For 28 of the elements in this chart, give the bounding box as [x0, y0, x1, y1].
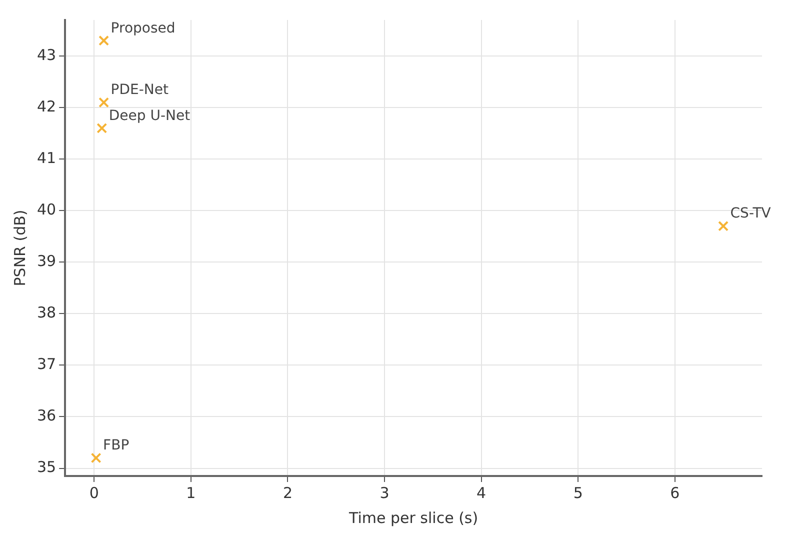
annotation: Deep U-Net: [108, 108, 191, 124]
x-tick-label: 2: [282, 484, 292, 502]
y-tick-label: 37: [36, 355, 56, 374]
y-tick-label: 38: [36, 304, 56, 322]
x-tick-label: 5: [573, 484, 583, 502]
y-tick-label: 35: [36, 458, 56, 476]
y-tick-label: 40: [36, 200, 56, 219]
y-tick-label: 41: [36, 149, 56, 168]
annotation: PDE-Net: [110, 82, 170, 98]
y-tick-label: 43: [36, 46, 56, 64]
annotation: FBP: [103, 438, 130, 454]
point: [718, 220, 729, 232]
y-axis-title: PSNR (dB): [10, 210, 29, 286]
y-tick-label: 39: [36, 252, 56, 270]
point: [98, 35, 110, 46]
x-tick-label: 0: [89, 484, 99, 502]
x-tick-label: 1: [186, 484, 196, 502]
x-tick-label: 4: [476, 484, 486, 502]
point: [90, 452, 102, 464]
x-tick-label: 6: [670, 484, 680, 502]
x-axis-title: Time per slice (s): [348, 508, 478, 527]
annotation: CS-TV: [730, 206, 772, 222]
annotation: Proposed: [110, 20, 176, 36]
x-tick-label: 3: [380, 484, 390, 502]
point: [96, 122, 108, 134]
y-tick-label: 36: [36, 406, 56, 425]
point: [98, 97, 110, 108]
y-tick-label: 42: [36, 97, 56, 116]
